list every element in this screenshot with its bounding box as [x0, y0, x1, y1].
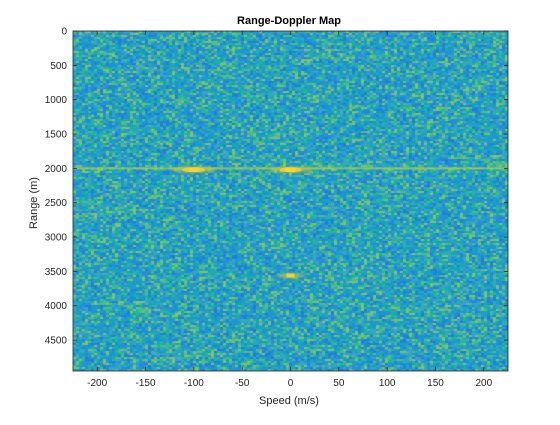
x-tick-label: 50 — [333, 378, 345, 389]
x-tick-label: -100 — [184, 378, 204, 389]
y-tick-label: 0 — [61, 27, 67, 38]
x-tick-label: -200 — [87, 378, 107, 389]
chart-title: Range-Doppler Map — [237, 15, 341, 27]
target-peak — [276, 273, 305, 279]
target-peak — [171, 166, 216, 173]
peak-center — [285, 167, 296, 172]
peak-center — [188, 167, 199, 172]
x-tick-label: 200 — [475, 378, 492, 389]
plot-area — [73, 31, 508, 371]
peak-center — [286, 273, 295, 278]
y-tick-label: 2000 — [45, 164, 68, 175]
y-tick-label: 1500 — [45, 130, 68, 141]
y-tick-label: 4000 — [45, 301, 68, 312]
x-axis-label: Speed (m/s) — [259, 395, 319, 407]
x-tick-label: -50 — [235, 378, 250, 389]
y-tick-label: 3500 — [45, 267, 68, 278]
axes: -200 -150 -100 -50 0 50 100 150 2000500100015002… — [45, 27, 509, 389]
x-tick-label: 150 — [427, 378, 444, 389]
y-tick-label: 4500 — [45, 336, 68, 347]
y-tick-label: 2500 — [45, 198, 68, 209]
x-tick-label: -150 — [135, 378, 155, 389]
x-tick-label: 100 — [379, 378, 396, 389]
heatmap-noise — [73, 31, 508, 371]
y-tick-label: 3000 — [45, 233, 68, 244]
y-tick-label: 500 — [50, 61, 67, 72]
target-peak — [268, 166, 313, 173]
y-tick-label: 1000 — [45, 95, 68, 106]
y-axis-label: Range (m) — [28, 177, 40, 229]
x-tick-label: 0 — [288, 378, 294, 389]
